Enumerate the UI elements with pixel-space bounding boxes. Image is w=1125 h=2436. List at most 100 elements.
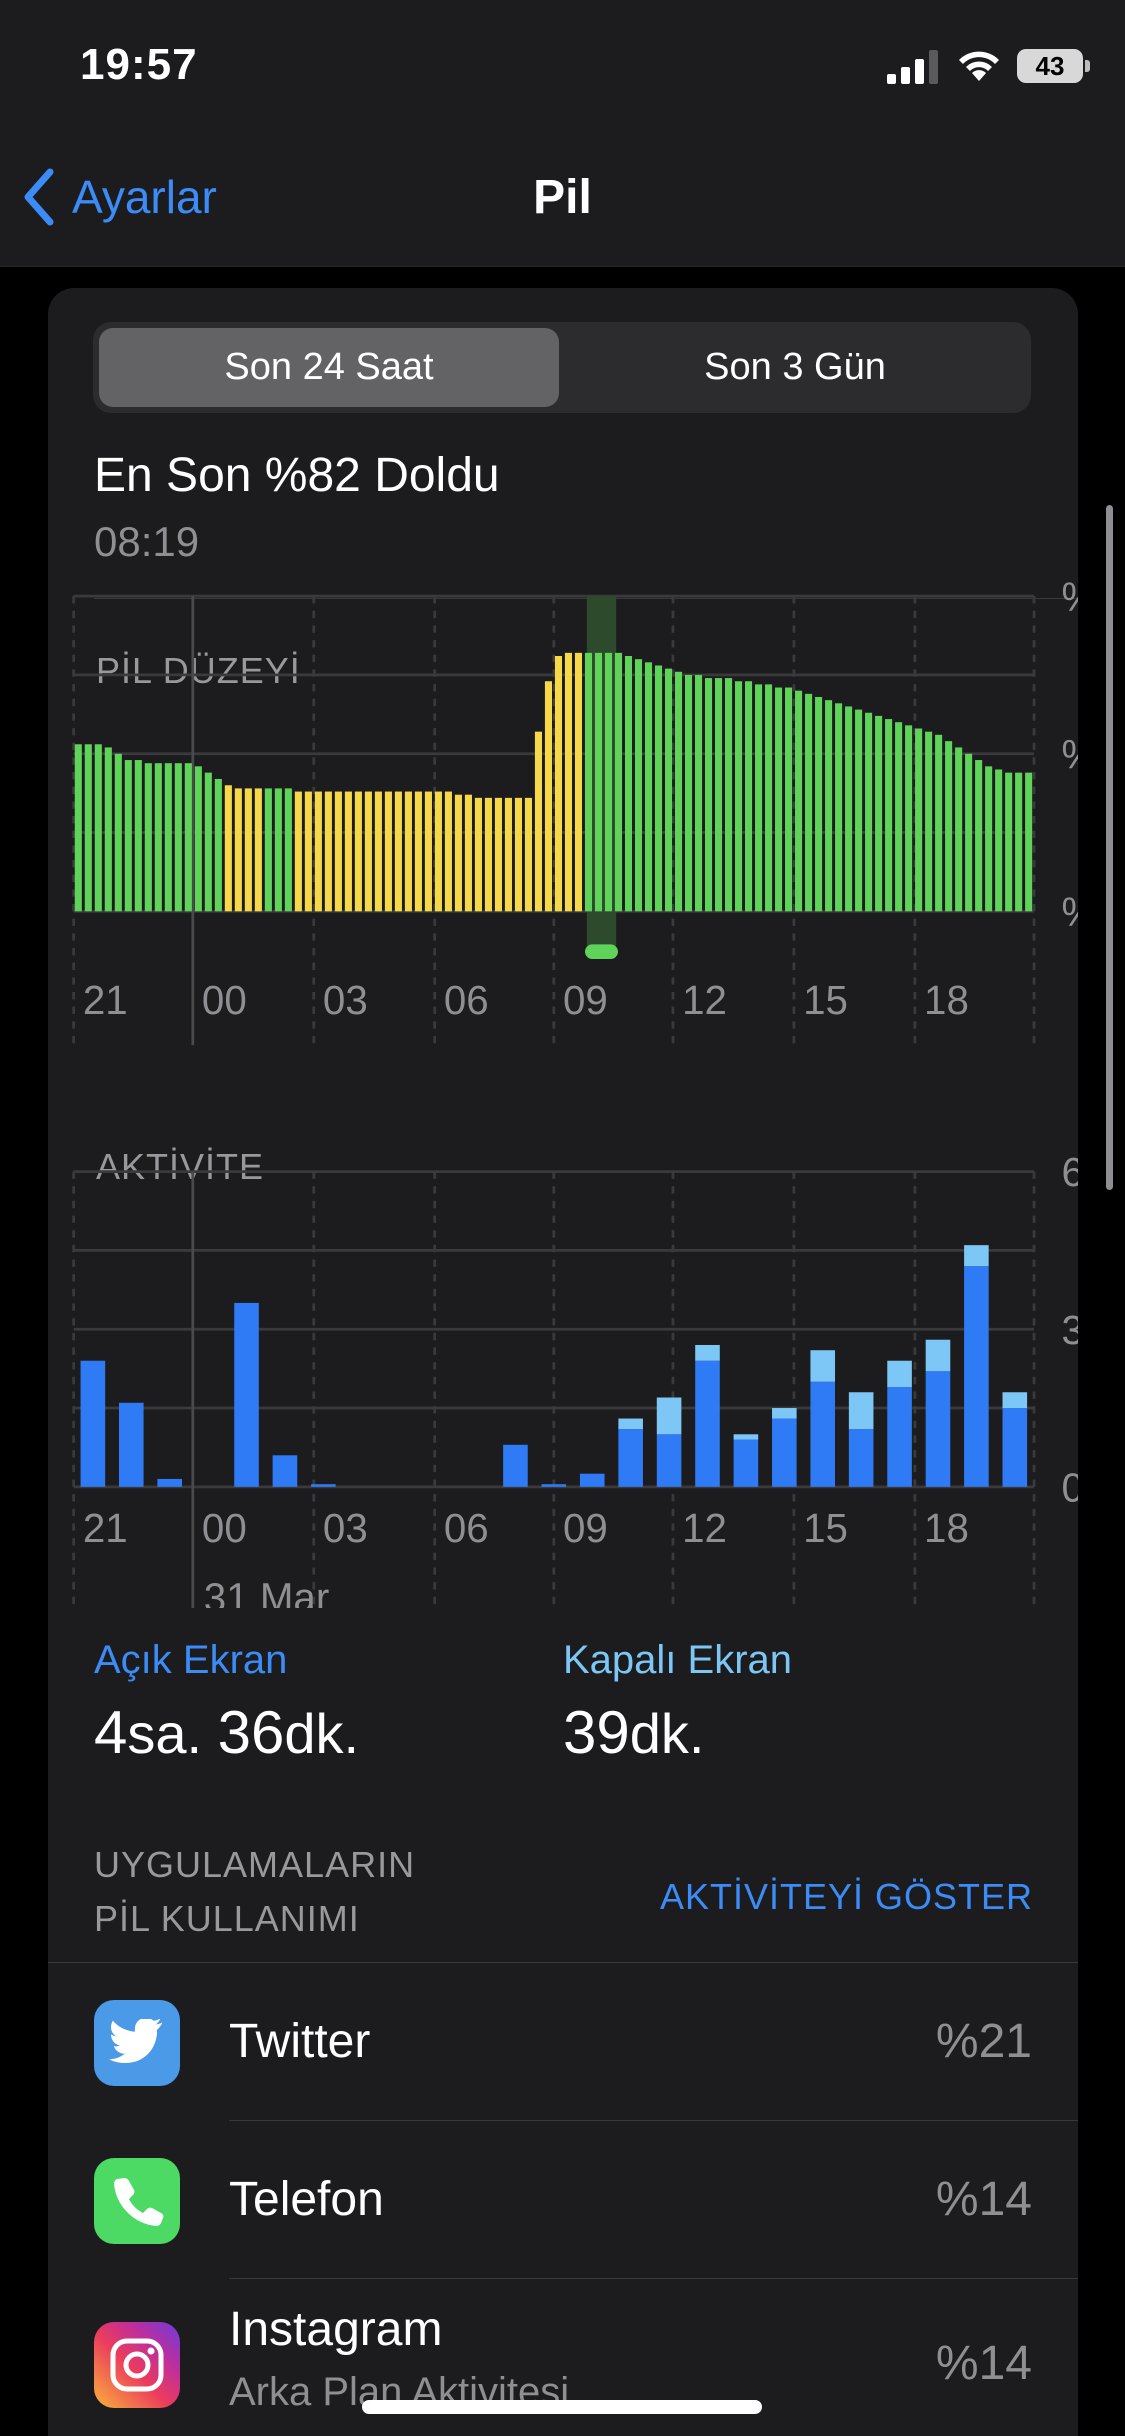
segment-last-3-days[interactable]: Son 3 Gün <box>704 346 886 388</box>
show-activity-button[interactable]: AKTİVİTEYİ GÖSTER <box>659 1876 1033 1917</box>
battery-level-bar <box>724 678 733 912</box>
battery-level-bar <box>514 797 522 912</box>
x-tick-label: 00 <box>202 977 247 1023</box>
battery-level-bar <box>875 715 883 912</box>
battery-level-bar <box>825 700 833 912</box>
y-tick-label: 60d <box>1062 1149 1078 1195</box>
battery-level-bar <box>554 656 563 912</box>
battery-level-bar <box>434 791 442 912</box>
battery-charts: %100 %50 %0 21 00 03 06 09 12 15 18 60d 30d 0d 21 00 03 0… <box>72 574 1078 1608</box>
screen-on-bar <box>579 1473 605 1487</box>
battery-level-bar <box>154 763 162 912</box>
screen-on-bar <box>656 1434 682 1487</box>
battery-icon: 43 <box>1017 49 1090 83</box>
y-tick-label: %100 <box>1062 574 1078 620</box>
screen-off-bar <box>848 1392 874 1430</box>
battery-level-bar <box>624 656 633 912</box>
back-label: Ayarlar <box>72 171 217 223</box>
screen-on-minutes-unit: dk. <box>284 1702 360 1765</box>
battery-level-bar <box>324 791 332 912</box>
battery-level-label: PİL DÜZEYİ <box>96 650 301 691</box>
status-time: 19:57 <box>80 40 198 89</box>
x-tick-label: 18 <box>924 1505 969 1551</box>
screen-on-bar <box>503 1444 528 1487</box>
battery-level-bar <box>264 788 272 912</box>
app-name: Instagram <box>229 2303 443 2356</box>
battery-level-bar <box>935 734 943 912</box>
battery-level-bar <box>1025 772 1033 912</box>
battery-level-bar <box>234 788 242 912</box>
app-row-twitter[interactable]: Twitter %21 <box>48 1964 1078 2120</box>
battery-level-bar <box>584 652 593 912</box>
battery-level-bar <box>534 731 542 912</box>
battery-level-bar <box>865 712 873 912</box>
screen-off-bar <box>618 1418 643 1430</box>
screen-on-bar <box>311 1484 336 1487</box>
battery-level-bar <box>354 791 362 912</box>
battery-level-bar <box>254 788 262 912</box>
screen-on-bar <box>118 1402 144 1487</box>
charger-connected-marker <box>584 944 618 959</box>
battery-level-bar <box>835 703 843 912</box>
battery-level-bar <box>985 766 993 912</box>
battery-level-bar <box>745 681 753 912</box>
x-tick-label: 03 <box>323 977 368 1023</box>
page-title: Pil <box>533 171 592 224</box>
battery-level-bar <box>664 668 673 912</box>
scroll-indicator[interactable] <box>1106 505 1113 1190</box>
battery-level-bar <box>404 791 412 912</box>
battery-level-bar <box>334 791 342 912</box>
battery-level-bar <box>414 791 422 912</box>
battery-level-bar <box>84 744 92 912</box>
date-label: 31 Mar <box>204 1574 329 1608</box>
battery-level-bar <box>424 791 432 912</box>
battery-level-bar <box>805 693 813 912</box>
apps-usage-heading: UYGULAMALARIN PİL KULLANIMI <box>94 1838 415 1946</box>
home-indicator[interactable] <box>362 2400 762 2414</box>
screen-off-bar <box>925 1339 951 1372</box>
segment-last-24-hours[interactable]: Son 24 Saat <box>99 328 559 407</box>
screen-on-bar <box>541 1484 567 1487</box>
battery-level-bar <box>604 652 613 912</box>
battery-level-bar <box>94 744 102 912</box>
app-percent: %21 <box>935 2015 1032 2068</box>
screen-on-bar <box>618 1429 643 1487</box>
battery-level-bar <box>634 659 643 912</box>
nav-bar: Pil Ayarlar <box>0 140 1125 267</box>
back-button[interactable]: Ayarlar <box>22 168 217 226</box>
battery-level-bar <box>855 709 863 912</box>
x-tick-label: 06 <box>444 1505 489 1551</box>
battery-level-bar <box>915 728 923 912</box>
battery-level-bar <box>204 772 212 912</box>
battery-level-bar <box>224 785 232 912</box>
battery-level-bar <box>274 788 282 912</box>
battery-level-bar <box>1005 772 1013 912</box>
status-bar: 19:57 43 <box>0 0 1125 140</box>
battery-level-bar <box>895 722 903 912</box>
app-row-telefon[interactable]: Telefon %14 <box>48 2122 1078 2278</box>
x-tick-label: 18 <box>924 977 969 1023</box>
divider <box>229 2120 1078 2121</box>
wifi-icon <box>959 51 999 81</box>
screen-on-bar <box>772 1418 797 1487</box>
x-tick-label: 03 <box>323 1505 368 1551</box>
battery-level-bar <box>164 763 172 912</box>
battery-level-bar <box>775 687 783 912</box>
x-tick-label: 12 <box>682 1505 727 1551</box>
x-tick-label: 15 <box>803 977 848 1023</box>
battery-level-bar <box>174 763 182 912</box>
screen-off-bar <box>772 1408 797 1419</box>
screen-on-bar <box>80 1360 106 1487</box>
instagram-icon <box>94 2322 180 2408</box>
battery-level-bar <box>965 753 973 912</box>
battery-level-bar <box>644 662 653 912</box>
x-tick-label: 15 <box>803 1505 848 1551</box>
app-name: Telefon <box>229 2173 384 2226</box>
x-tick-label: 21 <box>83 1505 128 1551</box>
battery-level-bar <box>885 719 893 912</box>
screen-on-bar <box>272 1455 298 1487</box>
battery-level-bar <box>314 791 322 912</box>
phone-icon <box>94 2158 180 2244</box>
battery-level-bar <box>244 788 252 912</box>
x-tick-label: 09 <box>563 1505 608 1551</box>
